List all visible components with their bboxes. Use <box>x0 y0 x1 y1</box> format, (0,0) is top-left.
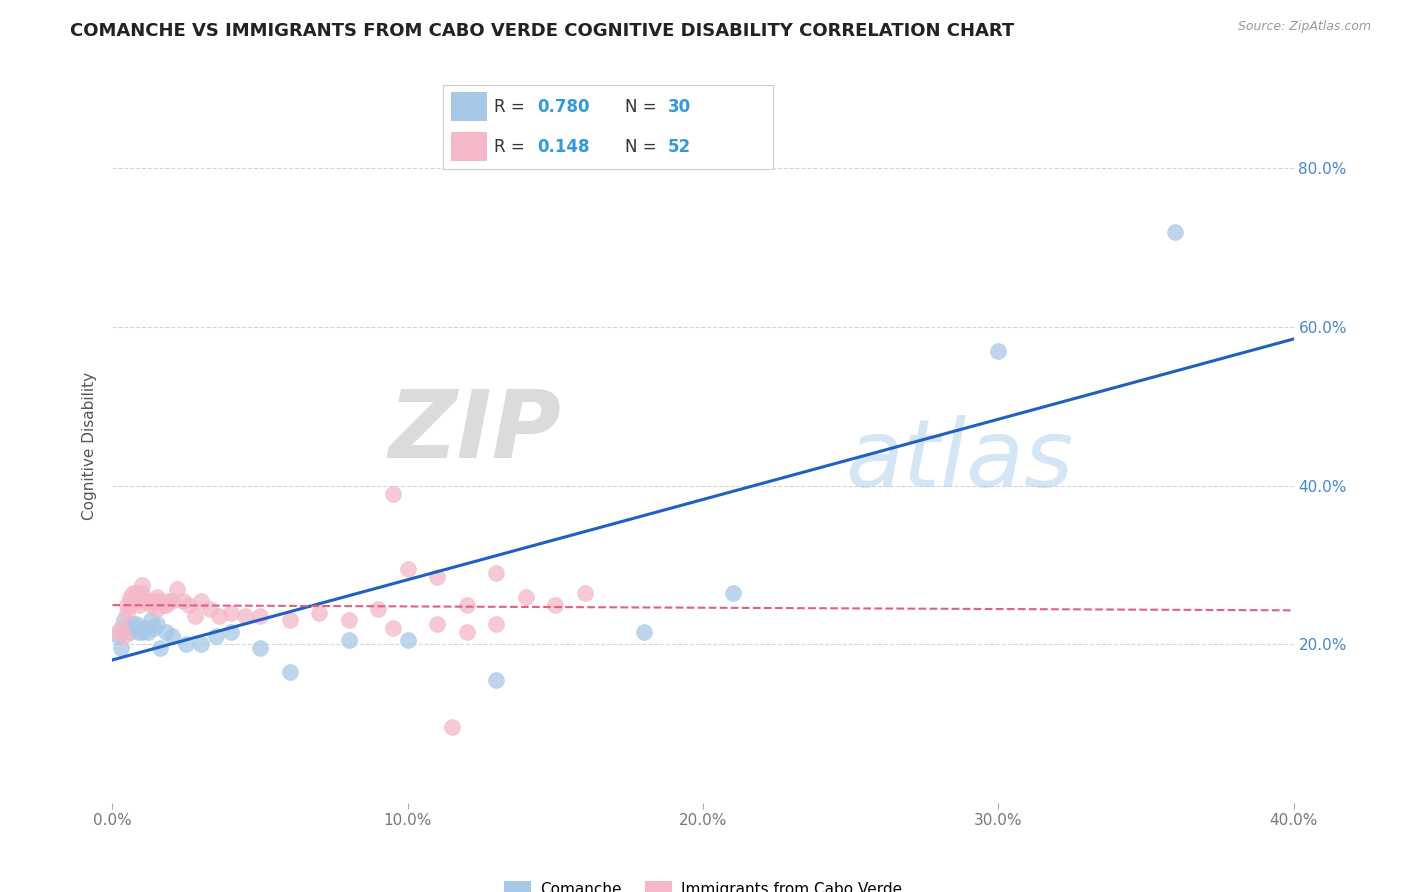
Text: ZIP: ZIP <box>388 385 561 478</box>
Point <box>122 593 145 607</box>
Text: 0.780: 0.780 <box>537 98 589 116</box>
Point <box>125 617 148 632</box>
Point <box>157 593 180 607</box>
Point <box>160 629 183 643</box>
Point <box>249 641 271 656</box>
FancyBboxPatch shape <box>451 132 488 161</box>
Point <box>142 593 165 607</box>
Point <box>515 590 537 604</box>
Point <box>146 617 169 632</box>
Point <box>128 598 150 612</box>
Text: 52: 52 <box>668 137 690 155</box>
Text: COMANCHE VS IMMIGRANTS FROM CABO VERDE COGNITIVE DISABILITY CORRELATION CHART: COMANCHE VS IMMIGRANTS FROM CABO VERDE C… <box>70 22 1015 40</box>
Point <box>485 617 508 632</box>
Point <box>122 585 145 599</box>
Point <box>120 590 142 604</box>
Point <box>721 585 744 599</box>
Point <box>987 343 1010 358</box>
FancyBboxPatch shape <box>451 93 488 121</box>
Point <box>120 625 142 640</box>
Point <box>396 633 419 648</box>
Point <box>120 598 142 612</box>
Point <box>544 598 567 612</box>
Point <box>110 641 132 656</box>
Point <box>131 585 153 599</box>
Text: R =: R = <box>494 98 530 116</box>
Point <box>125 593 148 607</box>
Point <box>134 593 156 607</box>
Point <box>146 601 169 615</box>
Point <box>131 625 153 640</box>
Y-axis label: Cognitive Disability: Cognitive Disability <box>82 372 97 520</box>
Point <box>184 609 207 624</box>
Point <box>128 625 150 640</box>
Point <box>485 673 508 687</box>
Legend: Comanche, Immigrants from Cabo Verde: Comanche, Immigrants from Cabo Verde <box>498 875 908 892</box>
Point <box>337 614 360 628</box>
Point <box>139 598 162 612</box>
Point <box>107 625 129 640</box>
Point <box>112 629 135 643</box>
Point <box>396 562 419 576</box>
Point <box>131 578 153 592</box>
Point <box>172 593 194 607</box>
Point <box>160 593 183 607</box>
Text: atlas: atlas <box>845 415 1073 506</box>
Point <box>149 641 172 656</box>
Point <box>139 614 162 628</box>
Point <box>136 593 159 607</box>
Point <box>205 629 228 643</box>
Text: N =: N = <box>624 137 661 155</box>
Point <box>633 625 655 640</box>
Text: N =: N = <box>624 98 661 116</box>
Point <box>426 570 449 584</box>
Text: 30: 30 <box>668 98 690 116</box>
Point <box>110 621 132 635</box>
Point <box>441 721 464 735</box>
Point <box>117 621 138 635</box>
Point <box>155 625 177 640</box>
Point <box>367 601 389 615</box>
Point <box>382 621 405 635</box>
Point <box>142 621 165 635</box>
Point <box>107 629 129 643</box>
Text: Source: ZipAtlas.com: Source: ZipAtlas.com <box>1237 20 1371 33</box>
Point <box>117 598 138 612</box>
Point <box>219 625 242 640</box>
Point <box>190 637 212 651</box>
Point <box>190 593 212 607</box>
Point <box>278 665 301 679</box>
Point <box>485 566 508 580</box>
Point <box>233 609 256 624</box>
Point <box>125 585 148 599</box>
Point <box>208 609 231 624</box>
Point <box>1164 225 1187 239</box>
Point <box>112 614 135 628</box>
Point <box>456 625 478 640</box>
Point <box>166 582 188 596</box>
Point <box>426 617 449 632</box>
Point <box>278 614 301 628</box>
Point <box>136 625 159 640</box>
Point <box>122 617 145 632</box>
Point <box>146 590 169 604</box>
Point <box>337 633 360 648</box>
Point <box>456 598 478 612</box>
Point <box>308 606 330 620</box>
Point <box>149 593 172 607</box>
Point <box>219 606 242 620</box>
Point <box>134 621 156 635</box>
Point <box>117 606 138 620</box>
Point <box>152 598 174 612</box>
Text: 0.148: 0.148 <box>537 137 589 155</box>
Text: R =: R = <box>494 137 530 155</box>
Point <box>198 601 221 615</box>
Point <box>155 598 177 612</box>
Point <box>179 598 201 612</box>
Point <box>382 486 405 500</box>
Point <box>249 609 271 624</box>
Point <box>174 637 197 651</box>
Point <box>574 585 596 599</box>
